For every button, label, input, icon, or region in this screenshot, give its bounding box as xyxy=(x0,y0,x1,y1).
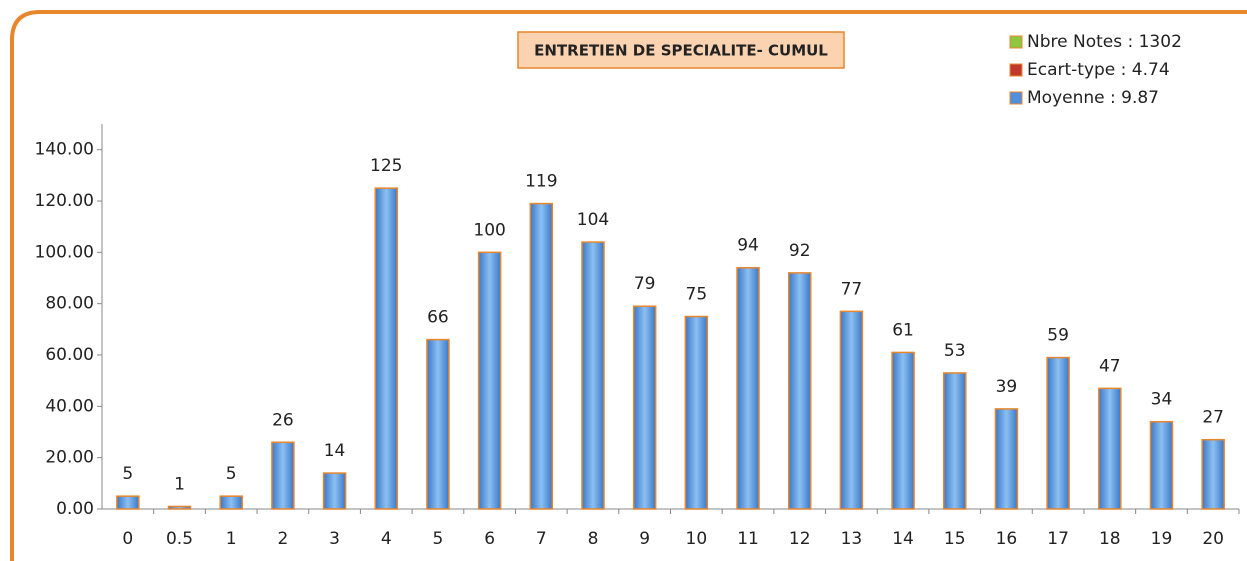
value-label: 14 xyxy=(324,441,346,461)
x-tick-label: 4 xyxy=(381,529,392,549)
bar xyxy=(632,305,657,510)
legend-label: Ecart-type : 4.74 xyxy=(1027,60,1170,80)
bar xyxy=(787,272,812,510)
x-tick-label: 17 xyxy=(1047,529,1069,549)
x-tick-label: 18 xyxy=(1099,529,1121,549)
bar xyxy=(322,472,347,510)
x-tick-label: 0.5 xyxy=(166,529,193,549)
value-label: 5 xyxy=(122,464,133,484)
value-label: 59 xyxy=(1047,326,1069,346)
bar xyxy=(1149,420,1174,510)
bar xyxy=(684,315,709,510)
value-label: 1 xyxy=(174,474,185,494)
value-label: 5 xyxy=(226,464,237,484)
x-tick-label: 10 xyxy=(686,529,708,549)
value-label: 94 xyxy=(737,236,759,256)
value-label: 125 xyxy=(370,156,402,176)
legend-swatch xyxy=(1009,35,1023,49)
y-tick-label: 0.00 xyxy=(56,499,94,519)
x-tick-label: 20 xyxy=(1202,529,1224,549)
value-label: 53 xyxy=(944,341,966,361)
value-label: 79 xyxy=(634,274,656,294)
y-tick-label: 60.00 xyxy=(45,345,94,365)
x-tick-label: 5 xyxy=(433,529,444,549)
bar xyxy=(426,338,450,510)
value-label: 47 xyxy=(1099,356,1121,376)
frame xyxy=(10,10,1247,561)
y-tick-label: 40.00 xyxy=(45,396,94,416)
y-tick-label: 80.00 xyxy=(45,294,94,314)
x-tick-label: 0 xyxy=(122,529,133,549)
value-label: 61 xyxy=(892,320,914,340)
x-tick-label: 11 xyxy=(737,529,759,549)
value-label: 119 xyxy=(525,172,557,192)
value-label: 104 xyxy=(577,210,609,230)
bar xyxy=(839,310,864,510)
y-tick-label: 20.00 xyxy=(45,448,94,468)
x-tick-label: 2 xyxy=(277,529,288,549)
bar xyxy=(167,505,192,510)
bar xyxy=(477,251,502,510)
chart-title: ENTRETIEN DE SPECIALITE- CUMUL xyxy=(534,42,828,60)
value-label: 26 xyxy=(272,410,294,430)
legend-swatch xyxy=(1009,91,1023,105)
value-label: 100 xyxy=(473,220,505,240)
value-label: 66 xyxy=(427,308,449,328)
bar xyxy=(529,202,554,510)
y-tick-label: 140.00 xyxy=(35,140,94,160)
x-tick-label: 7 xyxy=(536,529,547,549)
value-label: 92 xyxy=(789,241,811,261)
x-tick-label: 6 xyxy=(484,529,495,549)
value-label: 75 xyxy=(686,285,708,305)
x-tick-label: 14 xyxy=(892,529,914,549)
legend-label: Nbre Notes : 1302 xyxy=(1027,32,1182,52)
bar xyxy=(994,408,1019,510)
value-label: 39 xyxy=(996,377,1018,397)
x-tick-label: 3 xyxy=(329,529,340,549)
title-box xyxy=(517,31,845,69)
y-tick-label: 120.00 xyxy=(35,191,94,211)
x-tick-label: 9 xyxy=(639,529,650,549)
bar xyxy=(1201,438,1225,510)
value-label: 77 xyxy=(841,279,863,299)
x-tick-label: 16 xyxy=(996,529,1018,549)
bar xyxy=(1046,356,1070,510)
bar xyxy=(581,241,605,510)
bar xyxy=(1098,387,1122,510)
bar xyxy=(891,351,915,510)
x-tick-label: 13 xyxy=(841,529,863,549)
legend-swatch xyxy=(1009,63,1023,77)
y-tick-label: 100.00 xyxy=(35,242,94,262)
value-label: 27 xyxy=(1202,408,1224,428)
bar xyxy=(116,495,140,510)
bar xyxy=(943,372,967,510)
bar xyxy=(736,266,760,510)
x-tick-label: 15 xyxy=(944,529,966,549)
bar xyxy=(219,495,243,510)
x-tick-label: 8 xyxy=(588,529,599,549)
x-tick-label: 1 xyxy=(226,529,237,549)
bar xyxy=(271,441,295,510)
value-label: 34 xyxy=(1151,390,1173,410)
x-tick-label: 12 xyxy=(789,529,811,549)
x-tick-label: 19 xyxy=(1151,529,1173,549)
bar xyxy=(374,187,398,510)
legend-label: Moyenne : 9.87 xyxy=(1027,88,1159,108)
